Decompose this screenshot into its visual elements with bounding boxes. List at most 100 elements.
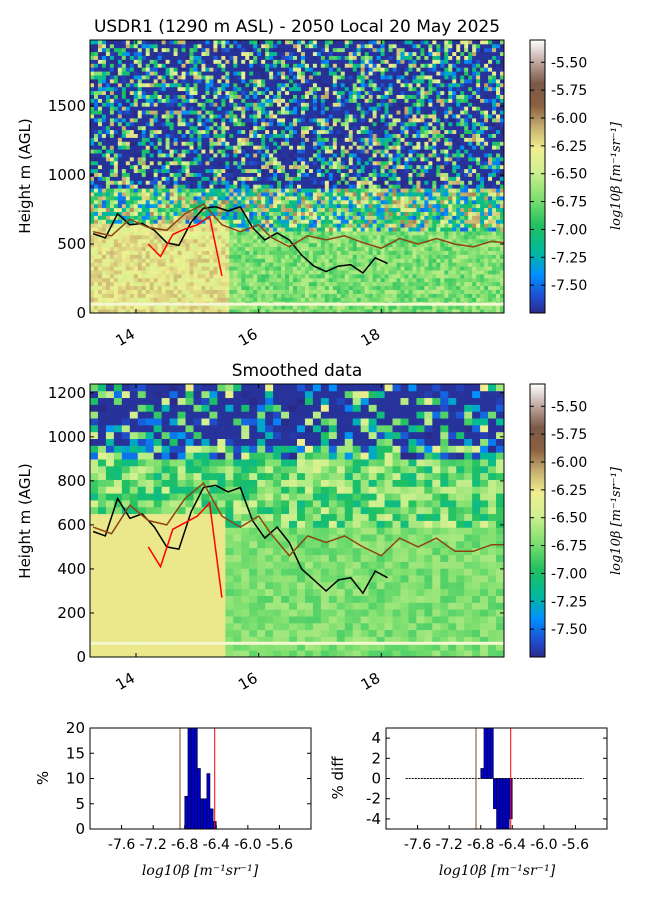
heatmap-cell bbox=[285, 277, 290, 283]
heatmap-cell bbox=[201, 242, 206, 248]
heatmap-cell bbox=[300, 149, 306, 154]
heatmap-cell bbox=[201, 157, 206, 162]
heatmap-cell bbox=[229, 180, 234, 185]
heatmap-cell bbox=[93, 203, 99, 209]
heatmap-cell bbox=[237, 47, 242, 53]
heatmap-cell bbox=[297, 266, 302, 271]
heatmap-cell bbox=[201, 196, 206, 201]
heatmap-cell bbox=[173, 106, 178, 111]
heatmap-cell bbox=[281, 137, 286, 142]
heatmap-cell bbox=[153, 168, 159, 173]
heatmap-cell bbox=[189, 281, 194, 287]
heatmap-cell bbox=[105, 125, 111, 131]
heatmap-cell bbox=[121, 242, 127, 248]
heatmap-cell bbox=[281, 176, 286, 181]
heatmap-cell bbox=[257, 184, 262, 189]
heatmap-cell bbox=[293, 235, 298, 240]
heatmap-cell bbox=[348, 196, 354, 201]
heatmap-cell bbox=[185, 125, 190, 131]
heatmap-cell bbox=[201, 86, 206, 92]
heatmap-cell bbox=[193, 47, 198, 53]
heatmap-cell bbox=[328, 242, 334, 248]
heatmap-cell bbox=[356, 172, 362, 177]
heatmap-cell bbox=[289, 133, 294, 138]
heatmap-cell bbox=[217, 40, 222, 45]
heatmap-cell bbox=[149, 79, 155, 84]
heatmap-cell bbox=[360, 274, 366, 279]
heatmap-cell bbox=[320, 235, 326, 240]
heatmap-cell bbox=[161, 196, 167, 201]
heatmap-cell bbox=[90, 71, 95, 76]
heatmap-cell bbox=[137, 176, 143, 181]
heatmap-cell bbox=[348, 266, 354, 271]
heatmap-cell bbox=[249, 43, 254, 49]
heatmap-cell bbox=[121, 129, 127, 134]
heatmap-cell bbox=[289, 227, 294, 232]
heatmap-cell bbox=[285, 223, 290, 228]
heatmap-cell bbox=[209, 55, 214, 60]
heatmap-cell bbox=[368, 118, 374, 123]
heatmap-cell bbox=[261, 106, 266, 111]
heatmap-cell bbox=[205, 168, 210, 173]
heatmap-cell bbox=[229, 157, 234, 162]
heatmap-cell bbox=[221, 153, 226, 158]
heatmap-cell bbox=[105, 86, 111, 92]
heatmap-cell bbox=[217, 90, 222, 95]
heatmap-cell bbox=[189, 180, 194, 185]
heatmap-cell bbox=[261, 180, 266, 185]
heatmap-cell bbox=[213, 211, 218, 216]
heatmap-cell bbox=[269, 160, 274, 166]
heatmap-cell bbox=[316, 219, 322, 224]
heatmap-cell bbox=[105, 219, 111, 224]
heatmap-cell bbox=[185, 262, 190, 267]
heatmap-cell bbox=[193, 59, 198, 64]
heatmap-cell bbox=[253, 137, 258, 142]
heatmap-cell bbox=[185, 211, 190, 216]
heatmap-cell bbox=[157, 238, 163, 244]
heatmap-cell bbox=[221, 235, 226, 240]
heatmap-cell bbox=[273, 141, 278, 146]
heatmap-cell bbox=[297, 157, 302, 162]
heatmap-cell bbox=[281, 266, 286, 271]
heatmap-cell bbox=[201, 164, 206, 170]
heatmap-cell bbox=[293, 223, 298, 228]
heatmap-cell bbox=[149, 274, 155, 279]
heatmap-cell bbox=[352, 149, 358, 154]
heatmap-cell bbox=[277, 219, 282, 224]
heatmap-cell bbox=[101, 297, 107, 302]
heatmap-cell bbox=[241, 238, 246, 244]
heatmap-cell bbox=[352, 250, 358, 255]
heatmap-cell bbox=[197, 47, 202, 53]
heatmap-cell bbox=[225, 227, 230, 232]
heatmap-cell bbox=[90, 203, 95, 209]
heatmap-cell bbox=[229, 246, 234, 251]
heatmap-cell bbox=[121, 176, 127, 181]
heatmap-cell bbox=[229, 55, 234, 60]
heatmap-cell bbox=[269, 82, 274, 88]
heatmap-cell bbox=[352, 47, 358, 53]
heatmap-cell bbox=[245, 293, 250, 298]
heatmap-cell bbox=[213, 262, 218, 267]
heatmap-cell bbox=[253, 40, 258, 45]
heatmap-cell bbox=[109, 203, 115, 209]
heatmap-cell bbox=[316, 43, 322, 49]
heatmap-cell bbox=[265, 86, 270, 92]
heatmap-cell bbox=[328, 121, 334, 127]
heatmap-cell bbox=[312, 242, 318, 248]
heatmap-cell bbox=[293, 219, 298, 224]
heatmap-cell bbox=[213, 51, 218, 56]
heatmap-cell bbox=[145, 82, 151, 88]
heatmap-cell bbox=[165, 285, 171, 290]
heatmap-cell bbox=[217, 118, 222, 123]
heatmap-cell bbox=[233, 157, 238, 162]
heatmap-cell bbox=[121, 305, 127, 310]
heatmap-cell bbox=[185, 250, 190, 255]
heatmap-cell bbox=[129, 196, 135, 201]
heatmap-cell bbox=[332, 180, 338, 185]
heatmap-cell bbox=[316, 184, 322, 189]
heatmap-cell bbox=[281, 71, 286, 76]
heatmap-cell bbox=[328, 199, 334, 205]
heatmap-cell bbox=[316, 102, 322, 107]
heatmap-cell bbox=[205, 258, 210, 263]
